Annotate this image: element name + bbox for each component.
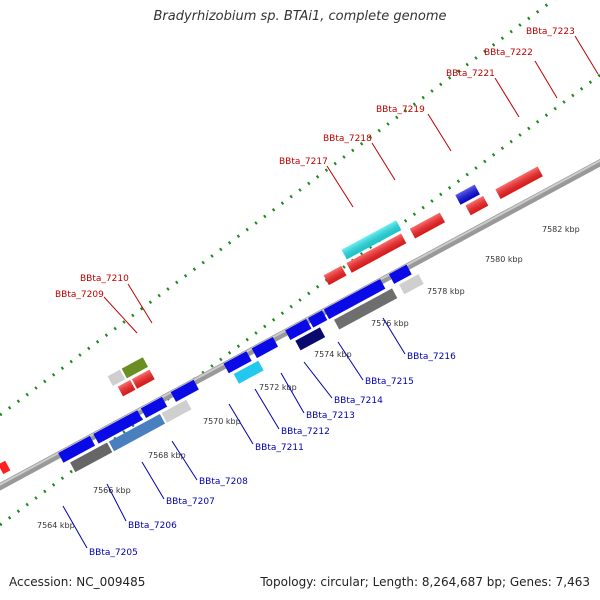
gene-label[interactable]: BBta_7210 bbox=[80, 274, 129, 284]
gene-label[interactable]: BBta_7214 bbox=[334, 396, 383, 406]
outer-dotted-track bbox=[0, 73, 600, 527]
gene-block[interactable] bbox=[58, 396, 168, 463]
gene-block[interactable] bbox=[131, 369, 155, 389]
gene-block[interactable] bbox=[465, 196, 489, 216]
gene-block[interactable] bbox=[455, 184, 480, 205]
ruler-label: 7564 kbp bbox=[37, 521, 75, 530]
gene-label[interactable]: BBta_7216 bbox=[407, 352, 456, 362]
ruler-label: 7574 kbp bbox=[314, 350, 352, 359]
gene-label[interactable]: BBta_7212 bbox=[281, 427, 330, 437]
gene-block[interactable] bbox=[223, 336, 285, 386]
gene-label[interactable]: BBta_7209 bbox=[55, 290, 104, 300]
gene-block[interactable] bbox=[409, 212, 445, 239]
gene-label[interactable]: BBta_7213 bbox=[306, 411, 355, 421]
gene-block[interactable] bbox=[346, 233, 407, 273]
ruler-label: 7570 kbp bbox=[203, 417, 241, 426]
gene-block[interactable] bbox=[70, 399, 192, 473]
gene-block[interactable] bbox=[388, 262, 424, 296]
gene-label[interactable]: BBta_7215 bbox=[365, 377, 414, 387]
gene-block-edge[interactable] bbox=[0, 460, 11, 475]
gene-block[interactable] bbox=[117, 380, 136, 397]
ruler-label: 7568 kbp bbox=[148, 451, 186, 460]
gene-label[interactable]: BBta_7217 bbox=[279, 157, 328, 167]
gene-label[interactable]: BBta_7219 bbox=[376, 105, 425, 115]
topology-text: Topology: circular; Length: 8,264,687 bp… bbox=[260, 575, 590, 589]
gene-block[interactable] bbox=[285, 310, 334, 352]
inner-dotted-track bbox=[0, 0, 556, 417]
genome-title: Bradyrhizobium sp. BTAi1, complete genom… bbox=[153, 9, 447, 24]
gene-block[interactable] bbox=[495, 166, 543, 200]
ruler-label: 7578 kbp bbox=[427, 287, 465, 296]
gene-block[interactable] bbox=[170, 379, 199, 402]
ruler-label: 7582 kbp bbox=[542, 225, 580, 234]
gene-label[interactable]: BBta_7222 bbox=[484, 48, 533, 58]
gene-block[interactable] bbox=[323, 276, 398, 331]
gene-block[interactable] bbox=[341, 220, 402, 260]
accession-text: Accession: NC_009485 bbox=[9, 575, 146, 589]
gene-label[interactable]: BBta_7206 bbox=[128, 521, 177, 531]
bottom-gene-labels: BBta_7205 BBta_7206 BBta_7207 BBta_7208 … bbox=[62, 317, 456, 558]
ruler-label: 7576 kbp bbox=[371, 319, 409, 328]
top-gene-labels: BBta_7209 BBta_7210 BBta_7217 BBta_7218 … bbox=[55, 27, 599, 334]
gene-label[interactable]: BBta_7221 bbox=[446, 69, 495, 79]
gene-label[interactable]: BBta_7207 bbox=[166, 497, 215, 507]
gene-label[interactable]: BBta_7223 bbox=[526, 27, 575, 37]
ruler-label: 7566 kbp bbox=[93, 486, 131, 495]
gene-label[interactable]: BBta_7205 bbox=[89, 548, 138, 558]
gene-block[interactable] bbox=[323, 265, 347, 286]
gene-label[interactable]: BBta_7208 bbox=[199, 477, 248, 487]
ruler-label: 7580 kbp bbox=[485, 255, 523, 264]
ruler-labels: 7564 kbp 7566 kbp 7568 kbp 7570 kbp 7572… bbox=[37, 225, 580, 530]
gene-label[interactable]: BBta_7211 bbox=[255, 443, 304, 453]
ruler-label: 7572 kbp bbox=[259, 383, 297, 392]
gene-label[interactable]: BBta_7218 bbox=[323, 134, 372, 144]
gene-block[interactable] bbox=[107, 357, 149, 386]
